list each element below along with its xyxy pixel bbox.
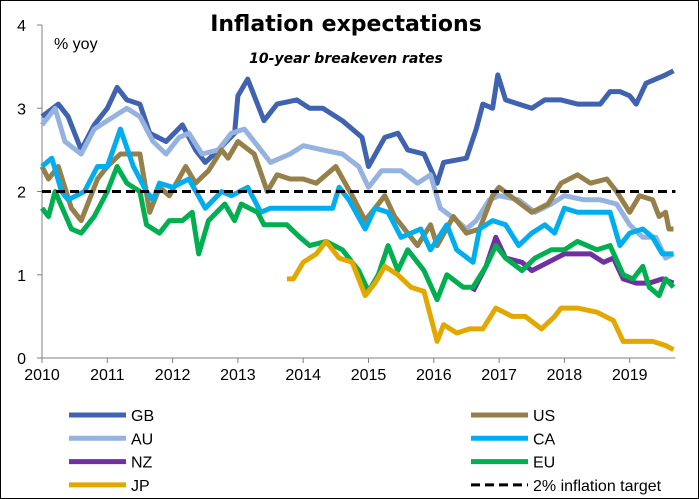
y-tick-label: 3 [17, 101, 26, 118]
y-tick-label: 4 [17, 18, 26, 35]
y-tick-label: 0 [17, 351, 26, 368]
x-tick-label: 2012 [155, 367, 191, 384]
x-tick-label: 2016 [416, 367, 452, 384]
series-line-eu [40, 164, 676, 303]
x-tick-label: 2018 [547, 367, 583, 384]
legend-label-gb: GB [131, 408, 154, 425]
legend-label-target: 2% inflation target [533, 478, 662, 495]
legend-label-nz: NZ [131, 455, 153, 472]
y-axis-unit: % yoy [54, 36, 98, 53]
series-line-gb [40, 68, 675, 186]
x-tick-label: 2014 [285, 367, 321, 384]
x-tick-label: 2019 [612, 367, 648, 384]
series-line-us [39, 139, 674, 249]
legend-label-eu: EU [533, 455, 555, 472]
legend-label-us: US [533, 408, 555, 425]
y-tick-label: 2 [17, 185, 26, 202]
x-tick-label: 2013 [220, 367, 256, 384]
series-line-ca [40, 126, 674, 265]
chart-subtitle: 10-year breakeven rates [249, 51, 443, 67]
y-tick-label: 1 [17, 268, 26, 285]
x-tick-label: 2017 [481, 367, 517, 384]
x-tick-label: 2011 [90, 367, 125, 384]
legend-label-ca: CA [533, 431, 556, 448]
legend-label-jp: JP [131, 478, 150, 495]
series-line-jp [286, 238, 675, 352]
x-tick-label: 2010 [24, 367, 60, 384]
series-line-au [40, 105, 675, 261]
x-tick-label: 2015 [351, 367, 387, 384]
chart-title: Inflation expectations [210, 12, 482, 37]
legend-label-au: AU [131, 431, 153, 448]
